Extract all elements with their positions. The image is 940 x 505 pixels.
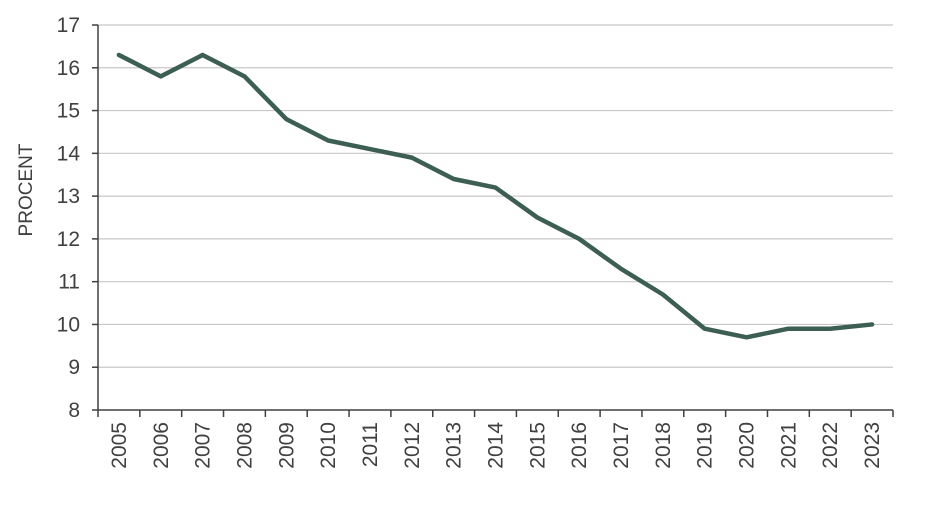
x-tick-label: 2005 xyxy=(108,422,131,469)
x-tick-label: 2008 xyxy=(233,422,256,469)
y-axis-label: PROCENT xyxy=(16,143,37,236)
x-tick-label: 2018 xyxy=(652,422,675,469)
x-tick-label: 2006 xyxy=(150,422,173,469)
x-tick-label: 2020 xyxy=(736,422,759,469)
x-tick-label: 2007 xyxy=(192,422,215,469)
y-tick-label: 12 xyxy=(57,228,80,251)
x-tick-label: 2009 xyxy=(275,422,298,469)
x-tick-label: 2014 xyxy=(485,422,508,469)
y-tick-label: 13 xyxy=(57,185,80,208)
y-tick-label: 16 xyxy=(57,57,80,80)
x-tick-label: 2019 xyxy=(694,422,717,469)
y-tick-label: 10 xyxy=(57,313,80,336)
y-tick-label: 17 xyxy=(57,14,80,37)
y-tick-label: 8 xyxy=(68,399,80,422)
y-tick-label: 9 xyxy=(68,356,80,379)
y-tick-label: 11 xyxy=(58,271,80,294)
x-tick-label: 2011 xyxy=(359,422,382,467)
x-tick-label: 2022 xyxy=(819,422,842,469)
x-tick-label: 2016 xyxy=(568,422,591,469)
x-tick-label: 2012 xyxy=(401,422,424,469)
y-tick-label: 14 xyxy=(57,142,81,165)
data-line xyxy=(116,52,875,340)
x-tick-label: 2010 xyxy=(317,422,340,469)
x-tick-label: 2017 xyxy=(610,422,633,469)
x-tick-label: 2021 xyxy=(777,422,800,469)
x-tick-label: 2013 xyxy=(443,422,466,469)
y-tick-label: 15 xyxy=(57,100,80,123)
x-tick-label: 2023 xyxy=(861,422,884,469)
x-tick-label: 2015 xyxy=(526,422,549,469)
